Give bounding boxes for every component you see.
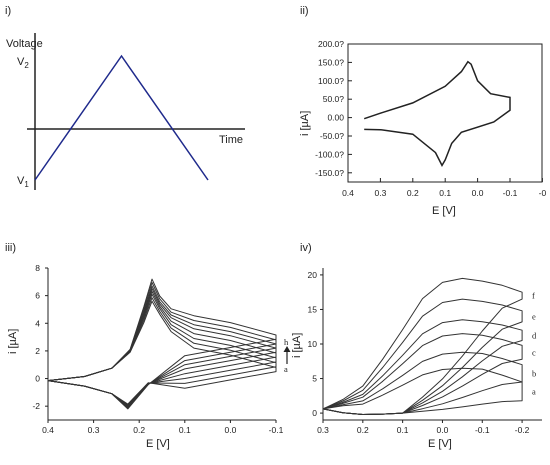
panel-iii-x-label: E [V] (146, 438, 170, 450)
panel-iii-y-tick-label: 4 (35, 318, 40, 328)
panel-iv-x-tick-label: -0.1 (475, 425, 490, 435)
v2-label: V2 (17, 56, 29, 70)
panel-ii-x-tick-label: 0.2 (407, 188, 419, 198)
panel-iv-y-label: i [µA] (291, 333, 303, 358)
panel-iii-cv-curve (47, 285, 277, 409)
panel-iii-x-tick-label: 0.4 (42, 425, 54, 435)
panel-iv-x-label: E [V] (428, 438, 452, 450)
panel-label-iii: iii) (5, 242, 16, 254)
panel-iii-x-tick-label: 0.1 (179, 425, 191, 435)
panel-ii-x-tick-label: 0.4 (342, 188, 354, 198)
panel-iii-y-tick-label: 8 (35, 263, 40, 273)
panel-label-ii: ii) (300, 5, 309, 17)
panel-iii-y-tick-label: 0 (35, 374, 40, 384)
panel-ii-x-label: E [V] (432, 205, 456, 217)
v1-label: V1 (17, 175, 29, 189)
panel-ii-x-tick-label: 0.1 (439, 188, 451, 198)
panel-ii-y-tick-label: 50.0? (323, 94, 345, 104)
curve-label-a: a (284, 364, 288, 374)
panel-iv-y-tick-label: 20 (308, 270, 318, 280)
panel-iv-cv-curve (322, 277, 523, 415)
panel-iii-cv-curve (47, 300, 277, 405)
panel-iii-cv-curve (47, 297, 277, 406)
panel-ii-y-tick-label: -100.0? (315, 149, 344, 159)
panel-label-iv: iv) (300, 242, 312, 254)
panel-iv-curve-label: b (532, 368, 536, 378)
panel-ii-voltammogram (363, 60, 511, 167)
panel-iv-axes: 20 15 10 5 00.3 0.2 0.1 0.0 -0.1 -0.2 (308, 268, 542, 435)
increase-arrow-head (283, 346, 291, 352)
voltage-axis-label: Voltage (6, 38, 43, 50)
panel-iv-y-tick-label: 0 (312, 408, 317, 418)
panel-iv-y-tick-label: 5 (312, 374, 317, 384)
panel-iii-y-tick-label: -2 (32, 401, 40, 411)
v2-letter: V (17, 56, 25, 68)
panel-iii-cv-curve (47, 288, 277, 408)
panel-iv-curve-label: e (532, 311, 536, 321)
panel-ii-x-tick-label: 0.0 (472, 188, 484, 198)
panel-ii-y-ticks: 200.0? 150.0? 100.0? 50.0? 0.00 -50.0? -100.0?… (315, 39, 352, 178)
panel-ii-y-tick-label: 100.0? (318, 76, 344, 86)
panel-ii-y-tick-label: 200.0? (318, 39, 344, 49)
panel-iv-curve-label: a (532, 386, 536, 396)
panel-ii-x-ticks: 0.4 0.3 0.2 0.1 0.0 -0.1 -0 (342, 178, 546, 198)
panel-iv-curves (322, 277, 523, 415)
panel-iii-x-tick-label: 0.3 (88, 425, 100, 435)
time-axis-label: Time (219, 134, 243, 146)
panel-ii-y-tick-label: -150.0? (315, 168, 344, 178)
panel-iii-axes: 8 6 4 2 0 -2 0.4 0.3 0.2 0.1 0.0 -0.1 (32, 263, 283, 435)
panel-ii-x-tick-label: 0.3 (374, 188, 386, 198)
triangular-waveform-line (34, 54, 209, 181)
panel-ii-x-tick-label: -0 (539, 188, 547, 198)
panel-ii-y-tick-label: 150.0? (318, 57, 344, 67)
v1-letter: V (17, 175, 25, 187)
panel-iii-cv-curve (47, 278, 277, 410)
panel-iv-x-tick-label: 0.3 (317, 425, 329, 435)
panel-iv-x-tick-label: 0.0 (437, 425, 449, 435)
panel-iv-curve-label: f (532, 291, 535, 301)
panel-ii-x-tick-label: -0.1 (503, 188, 518, 198)
panel-iv-curve-label: c (532, 347, 536, 357)
panel-ii-plot: 200.0? 150.0? 100.0? 50.0? 0.00 -50.0? -100.0?… (299, 39, 546, 217)
panel-iv-cv-curve (322, 367, 523, 415)
panel-iv-x-tick-label: 0.2 (357, 425, 369, 435)
panel-ii-y-label: i [µA] (299, 111, 311, 136)
panel-iii-x-tick-label: 0.0 (224, 425, 236, 435)
panel-iv-x-tick-label: 0.1 (397, 425, 409, 435)
panel-i-waveform: Voltage Time V2 V1 (6, 33, 245, 190)
panel-label-i: i) (5, 5, 11, 17)
panel-iii-x-tick-label: -0.1 (269, 425, 284, 435)
v1-subscript: 1 (24, 180, 29, 189)
panel-ii-y-tick-label: -50.0? (320, 131, 344, 141)
panel-iii-y-label: i [µA] (7, 329, 19, 354)
panel-iii-y-tick-label: 6 (35, 291, 40, 301)
panel-iii-curves (47, 278, 277, 410)
panel-iv-y-tick-label: 15 (308, 304, 318, 314)
panel-iv-curve-label: d (532, 330, 537, 340)
curve-label-h: h (284, 337, 289, 347)
v2-subscript: 2 (24, 61, 29, 70)
panel-iii-x-tick-label: 0.2 (133, 425, 145, 435)
panel-ii-y-tick-label: 0.00 (327, 113, 344, 123)
panel-iv-y-tick-label: 10 (308, 339, 318, 349)
panel-iv-x-tick-label: -0.2 (515, 425, 530, 435)
panel-iii-y-tick-label: 2 (35, 346, 40, 356)
